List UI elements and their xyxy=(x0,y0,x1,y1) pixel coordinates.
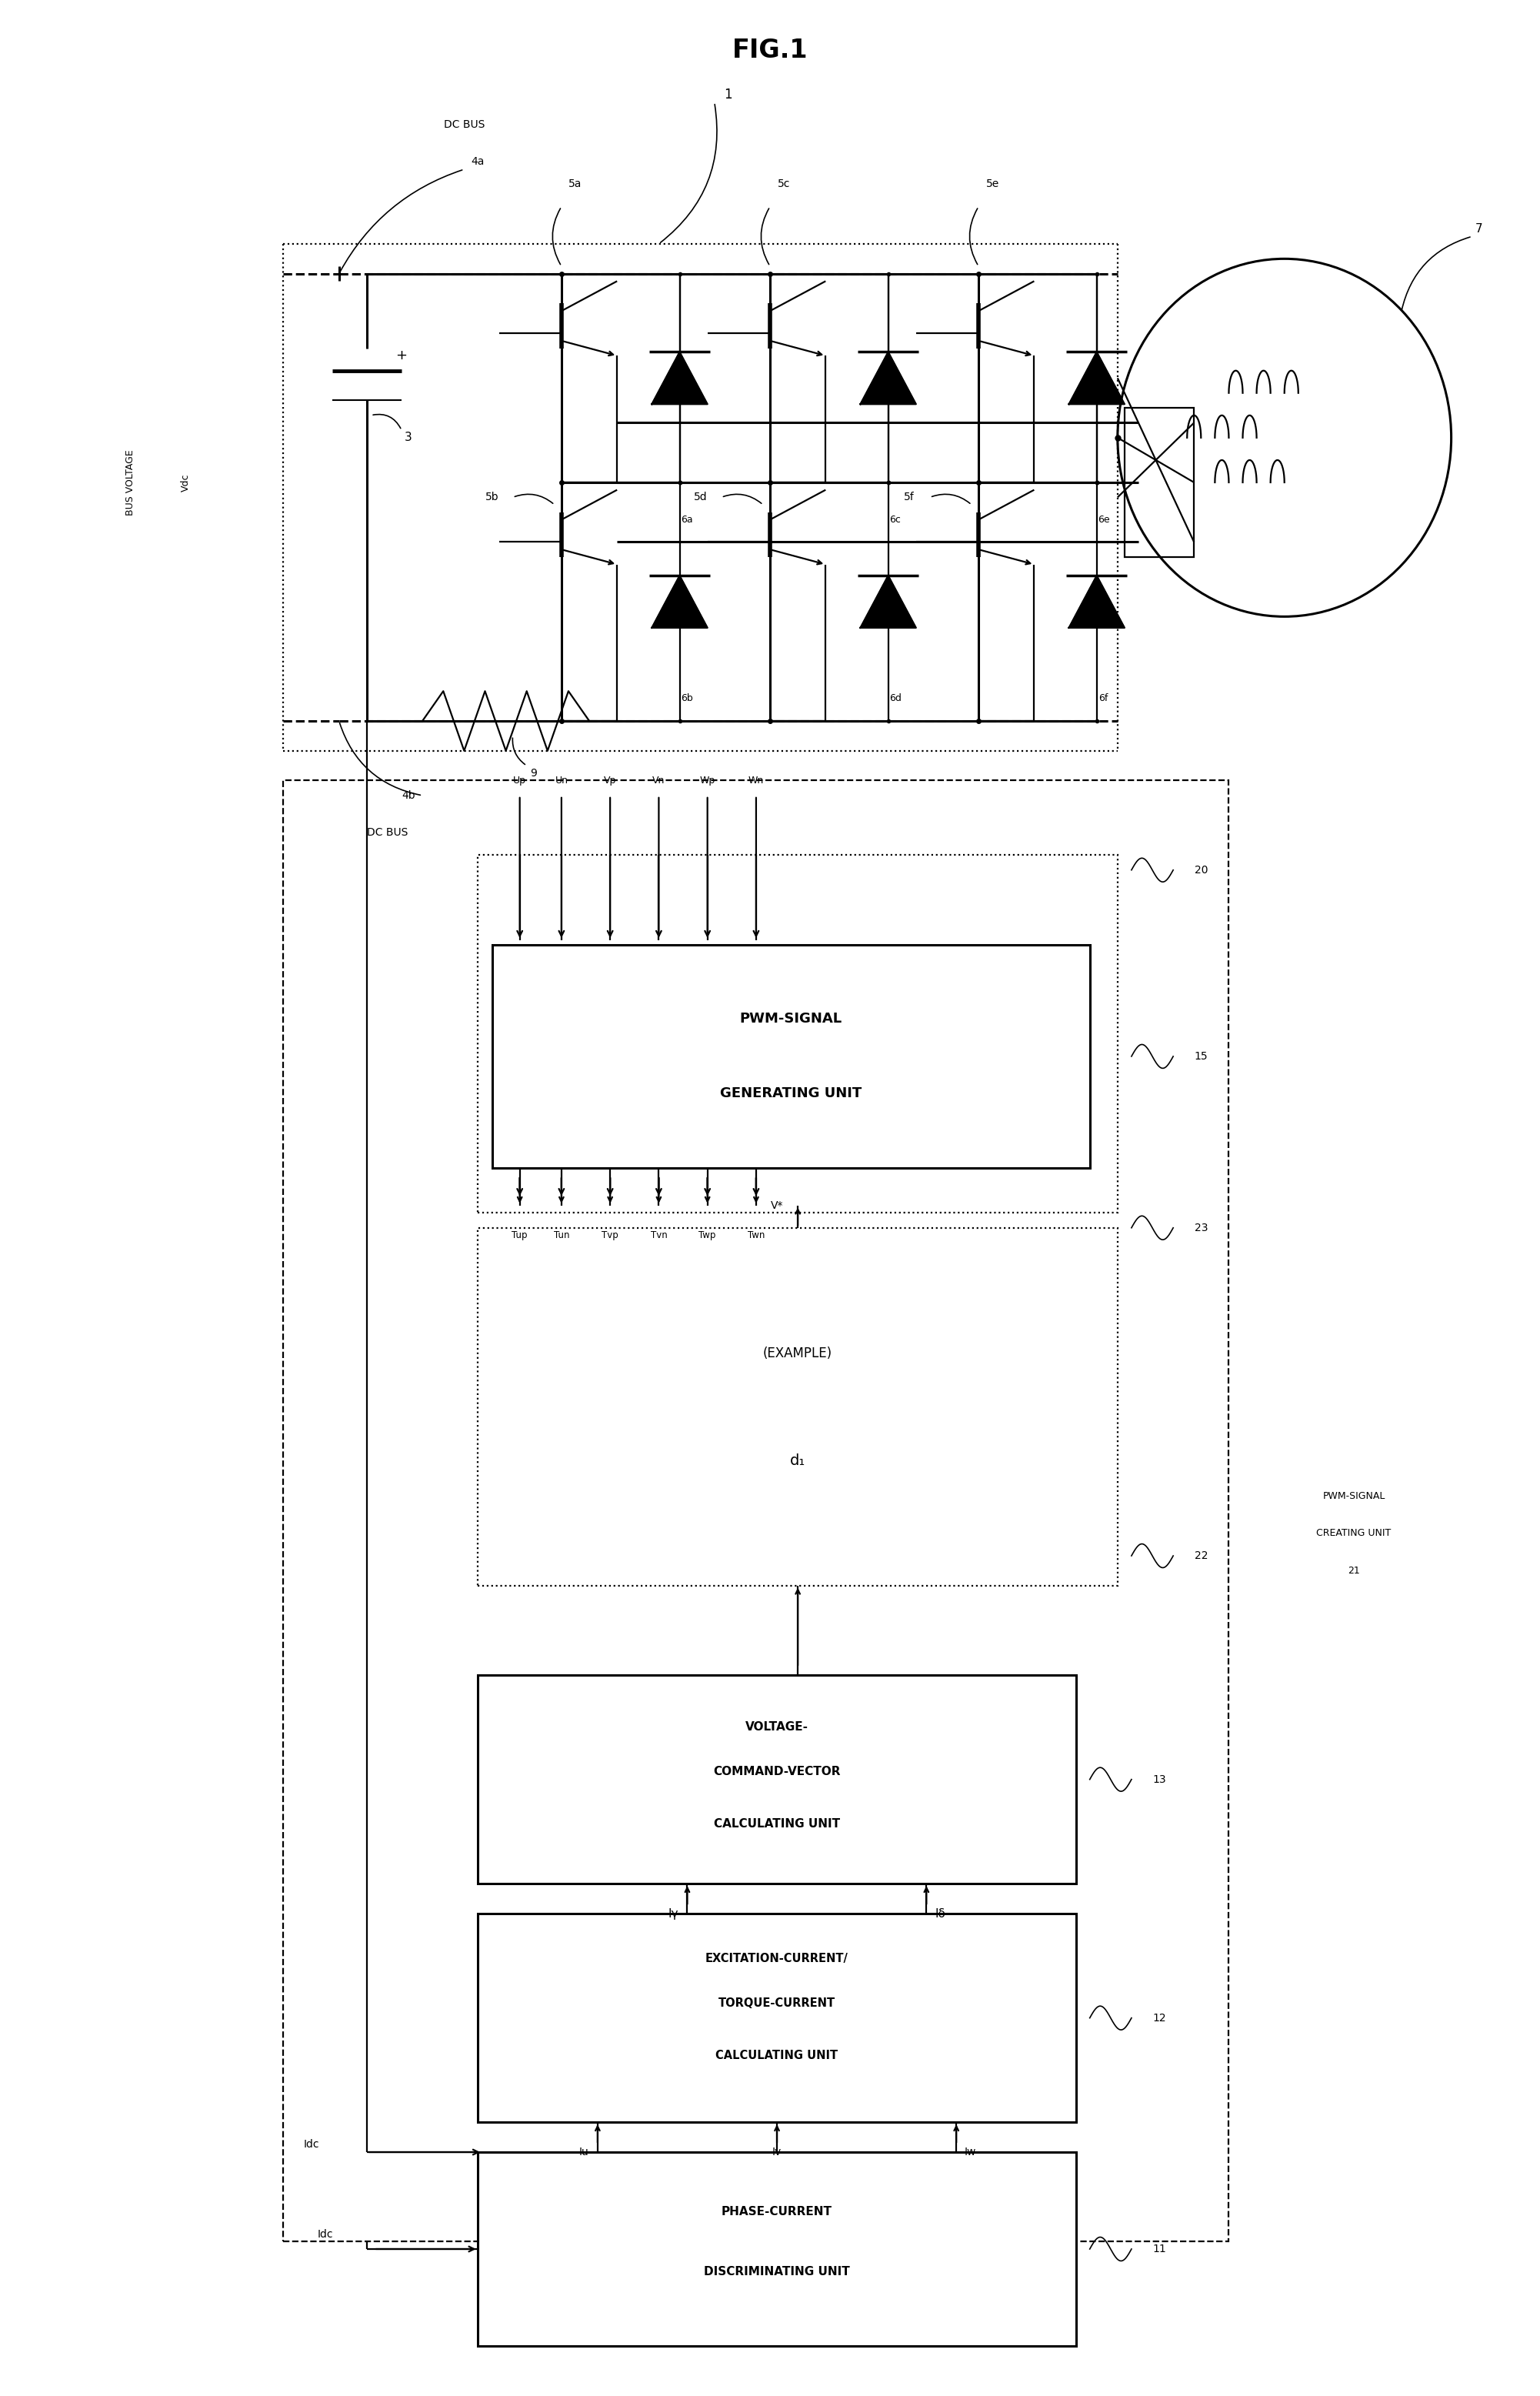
Text: 5b: 5b xyxy=(485,491,499,503)
Text: 6e: 6e xyxy=(1098,515,1110,525)
Text: Un: Un xyxy=(554,776,568,786)
Text: Iw: Iw xyxy=(964,2147,976,2156)
Text: 22: 22 xyxy=(1194,1550,1207,1562)
Text: Tvn: Tvn xyxy=(650,1229,667,1241)
Text: 21: 21 xyxy=(1348,1565,1360,1577)
Text: Tvp: Tvp xyxy=(602,1229,619,1241)
Text: EXCITATION-CURRENT/: EXCITATION-CURRENT/ xyxy=(705,1953,849,1965)
Bar xyxy=(491,944,1090,1169)
Text: 6b: 6b xyxy=(681,692,693,704)
Text: (EXAMPLE): (EXAMPLE) xyxy=(764,1347,833,1361)
Text: Iv: Iv xyxy=(772,2147,782,2156)
Bar xyxy=(477,1914,1076,2123)
Text: 5c: 5c xyxy=(778,180,790,189)
Bar xyxy=(477,1675,1076,1883)
Text: Vp: Vp xyxy=(604,776,616,786)
Text: 13: 13 xyxy=(1152,1773,1166,1785)
Text: DC BUS: DC BUS xyxy=(367,827,408,839)
Bar xyxy=(477,855,1118,1212)
Text: 9: 9 xyxy=(530,767,537,779)
Text: 6f: 6f xyxy=(1100,692,1109,704)
Polygon shape xyxy=(861,575,916,628)
Text: CALCULATING UNIT: CALCULATING UNIT xyxy=(716,2049,838,2061)
Bar xyxy=(477,2152,1076,2346)
Text: PHASE-CURRENT: PHASE-CURRENT xyxy=(722,2207,832,2219)
Text: Vn: Vn xyxy=(653,776,665,786)
Text: CALCULATING UNIT: CALCULATING UNIT xyxy=(715,1819,841,1831)
Text: CREATING UNIT: CREATING UNIT xyxy=(1317,1529,1391,1538)
Text: 7: 7 xyxy=(1475,223,1483,235)
Text: 4a: 4a xyxy=(471,156,485,168)
Text: Idc: Idc xyxy=(303,2140,319,2149)
Text: Iγ: Iγ xyxy=(668,1907,679,1919)
Text: V*: V* xyxy=(770,1200,784,1210)
Text: Tup: Tup xyxy=(511,1229,528,1241)
Text: VOLTAGE-: VOLTAGE- xyxy=(745,1720,808,1732)
Text: Iu: Iu xyxy=(579,2147,588,2156)
Text: Up: Up xyxy=(513,776,527,786)
Text: 6c: 6c xyxy=(890,515,901,525)
Text: GENERATING UNIT: GENERATING UNIT xyxy=(721,1088,862,1100)
Text: Wp: Wp xyxy=(699,776,715,786)
Text: Iδ: Iδ xyxy=(935,1907,946,1919)
Text: Twn: Twn xyxy=(747,1229,765,1241)
Text: 5d: 5d xyxy=(693,491,707,503)
Polygon shape xyxy=(1069,575,1124,628)
Text: 3: 3 xyxy=(405,431,413,443)
Text: 15: 15 xyxy=(1194,1052,1207,1061)
Text: Vdc: Vdc xyxy=(182,474,191,491)
Text: 5f: 5f xyxy=(904,491,915,503)
Polygon shape xyxy=(651,352,707,405)
Text: TORQUE-CURRENT: TORQUE-CURRENT xyxy=(719,1998,836,2008)
Text: 4b: 4b xyxy=(402,791,416,800)
Text: Twp: Twp xyxy=(699,1229,716,1241)
Polygon shape xyxy=(861,352,916,405)
Text: Wn: Wn xyxy=(748,776,764,786)
Text: 23: 23 xyxy=(1194,1222,1207,1234)
Text: 5e: 5e xyxy=(986,180,999,189)
Text: +: + xyxy=(396,350,408,362)
Text: 1: 1 xyxy=(724,89,733,101)
Text: Idc: Idc xyxy=(317,2228,333,2240)
Text: PWM-SIGNAL: PWM-SIGNAL xyxy=(739,1011,842,1025)
Text: PWM-SIGNAL: PWM-SIGNAL xyxy=(1323,1490,1384,1502)
Bar xyxy=(477,1227,1118,1586)
Text: DISCRIMINATING UNIT: DISCRIMINATING UNIT xyxy=(704,2267,850,2276)
Text: 11: 11 xyxy=(1152,2243,1166,2255)
Polygon shape xyxy=(651,575,707,628)
Text: FIG.1: FIG.1 xyxy=(732,38,808,62)
Text: d₁: d₁ xyxy=(790,1452,805,1469)
Text: COMMAND-VECTOR: COMMAND-VECTOR xyxy=(713,1766,841,1778)
Text: DC BUS: DC BUS xyxy=(444,120,485,129)
Text: 6a: 6a xyxy=(681,515,693,525)
Text: Tun: Tun xyxy=(553,1229,570,1241)
Bar xyxy=(283,781,1229,2243)
Text: 12: 12 xyxy=(1152,2013,1166,2022)
Bar xyxy=(1124,407,1194,556)
Text: 20: 20 xyxy=(1194,865,1207,875)
Text: BUS VOLTAGE: BUS VOLTAGE xyxy=(125,450,136,515)
Text: 6d: 6d xyxy=(889,692,901,704)
Text: 5a: 5a xyxy=(568,180,582,189)
Polygon shape xyxy=(1069,352,1124,405)
